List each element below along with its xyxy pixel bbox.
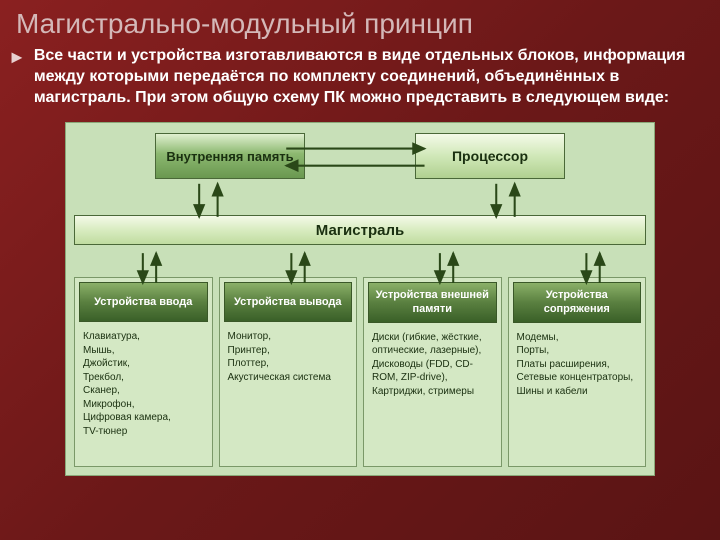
device-list: Монитор,Принтер,Плоттер,Акустическая сис… [224,322,353,386]
device-column: Устройства вывода Монитор,Принтер,Плотте… [219,277,358,467]
diagram: Внутренняя память Процессор Магистраль У… [65,122,655,476]
bullet-item: ► Все части и устройства изготавливаются… [0,44,720,114]
memory-box: Внутренняя память [155,133,305,179]
device-list: Диски (гибкие, жёсткие, оптические, лазе… [368,323,497,401]
cpu-box: Процессор [415,133,565,179]
device-column: Устройства внешней памяти Диски (гибкие,… [363,277,502,467]
device-head: Устройства вывода [224,282,353,322]
bus-box: Магистраль [74,215,646,245]
bullet-text: Все части и устройства изготавливаются в… [34,46,700,108]
device-head: Устройства сопряжения [513,282,642,322]
slide-title: Магистрально-модульный принцип [0,0,720,44]
top-row: Внутренняя память Процессор [74,133,646,179]
bullet-marker: ► [8,46,34,108]
device-head: Устройства ввода [79,282,208,322]
device-row: Устройства ввода Клавиатура,Мышь,Джойсти… [74,277,646,467]
device-list: Модемы,Порты,Платы расширения,Сетевые ко… [513,323,642,401]
device-column: Устройства сопряжения Модемы,Порты,Платы… [508,277,647,467]
device-head: Устройства внешней памяти [368,282,497,322]
device-column: Устройства ввода Клавиатура,Мышь,Джойсти… [74,277,213,467]
device-list: Клавиатура,Мышь,Джойстик,Трекбол,Сканер,… [79,322,208,440]
